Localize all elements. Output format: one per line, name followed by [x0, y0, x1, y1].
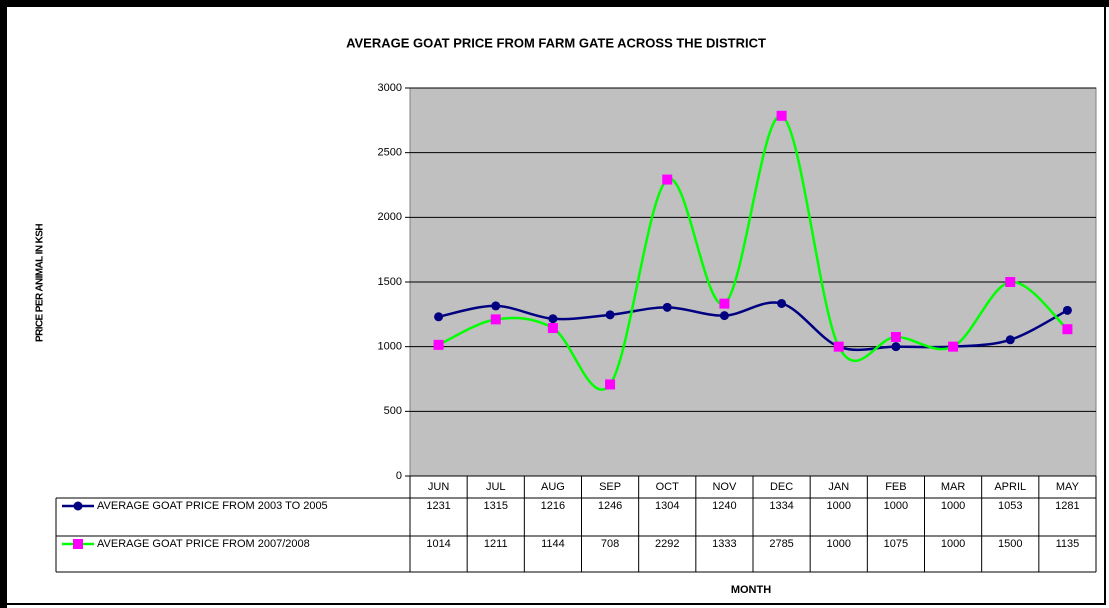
- x-axis-label: MONTH: [731, 584, 771, 596]
- table-value: 1304: [655, 500, 679, 512]
- x-tick-label: OCT: [656, 481, 680, 493]
- legend-marker: [73, 539, 83, 549]
- table-value: 1000: [884, 500, 908, 512]
- y-tick-label: 0: [396, 470, 402, 482]
- marker: [434, 312, 444, 322]
- y-axis-label: PRICE PER ANIMAL IN KSH: [35, 224, 46, 342]
- x-tick-label: JUL: [486, 481, 506, 493]
- y-tick-label: 2000: [378, 211, 402, 223]
- table-value: 1216: [541, 500, 565, 512]
- marker: [662, 302, 672, 312]
- marker: [433, 339, 444, 350]
- table-value: 1334: [769, 500, 793, 512]
- y-tick-label: 3000: [378, 82, 402, 94]
- table-value: 1231: [426, 500, 450, 512]
- table-value: 1000: [941, 538, 965, 550]
- frame-top: [0, 0, 1109, 7]
- y-tick-label: 2500: [378, 147, 402, 159]
- y-tick-label: 1000: [378, 341, 402, 353]
- table-value: 1240: [712, 500, 736, 512]
- marker: [1062, 324, 1073, 335]
- x-tick-label: MAY: [1056, 481, 1080, 493]
- legend-text: AVERAGE GOAT PRICE FROM 2003 TO 2005: [97, 500, 328, 512]
- x-tick-label: JUN: [428, 481, 449, 493]
- marker: [891, 342, 901, 352]
- marker: [948, 341, 959, 352]
- x-tick-label: APRIL: [994, 481, 1026, 493]
- marker: [719, 311, 729, 321]
- marker: [491, 301, 501, 311]
- marker: [1062, 305, 1072, 315]
- marker: [777, 298, 787, 308]
- x-tick-label: SEP: [599, 481, 621, 493]
- table-value: 708: [601, 538, 619, 550]
- table-value: 1014: [426, 538, 450, 550]
- x-tick-label: AUG: [541, 481, 565, 493]
- y-tick-label: 1500: [378, 276, 402, 288]
- marker: [662, 174, 673, 185]
- table-value: 1500: [998, 538, 1022, 550]
- x-tick-label: JAN: [828, 481, 849, 493]
- marker: [833, 341, 844, 352]
- legend-marker: [73, 501, 83, 511]
- table-value: 1000: [941, 500, 965, 512]
- table-value: 1246: [598, 500, 622, 512]
- table-value: 1053: [998, 500, 1022, 512]
- marker: [548, 314, 558, 324]
- table-value: 1135: [1056, 538, 1080, 550]
- table-value: 1281: [1055, 500, 1079, 512]
- table-value: 1333: [712, 538, 736, 550]
- chart-title: AVERAGE GOAT PRICE FROM FARM GATE ACROSS…: [346, 35, 766, 50]
- x-tick-label: FEB: [885, 481, 906, 493]
- y-tick-label: 500: [384, 405, 402, 417]
- table-value: 2785: [769, 538, 793, 550]
- x-tick-label: DEC: [770, 481, 793, 493]
- marker: [1005, 335, 1015, 345]
- marker: [605, 379, 616, 390]
- table-value: 1144: [541, 538, 565, 550]
- frame-left: [0, 0, 7, 608]
- marker: [776, 110, 787, 121]
- table-value: 1315: [484, 500, 508, 512]
- marker: [490, 314, 501, 325]
- legend-text: AVERAGE GOAT PRICE FROM 2007/2008: [97, 538, 310, 550]
- table-value: 1075: [884, 538, 908, 550]
- marker: [547, 323, 558, 334]
- legend-label: AVERAGE GOAT PRICE FROM 2007/2008: [97, 538, 310, 550]
- legend-label: AVERAGE GOAT PRICE FROM 2003 TO 2005: [97, 500, 328, 512]
- marker: [719, 298, 730, 309]
- marker: [605, 310, 615, 320]
- x-tick-label: MAR: [941, 481, 966, 493]
- table-value: 2292: [655, 538, 679, 550]
- marker: [890, 331, 901, 342]
- table-value: 1000: [827, 500, 851, 512]
- table-value: 1000: [827, 538, 851, 550]
- table-value: 1211: [484, 538, 508, 550]
- marker: [1005, 277, 1016, 287]
- x-tick-label: NOV: [712, 481, 737, 493]
